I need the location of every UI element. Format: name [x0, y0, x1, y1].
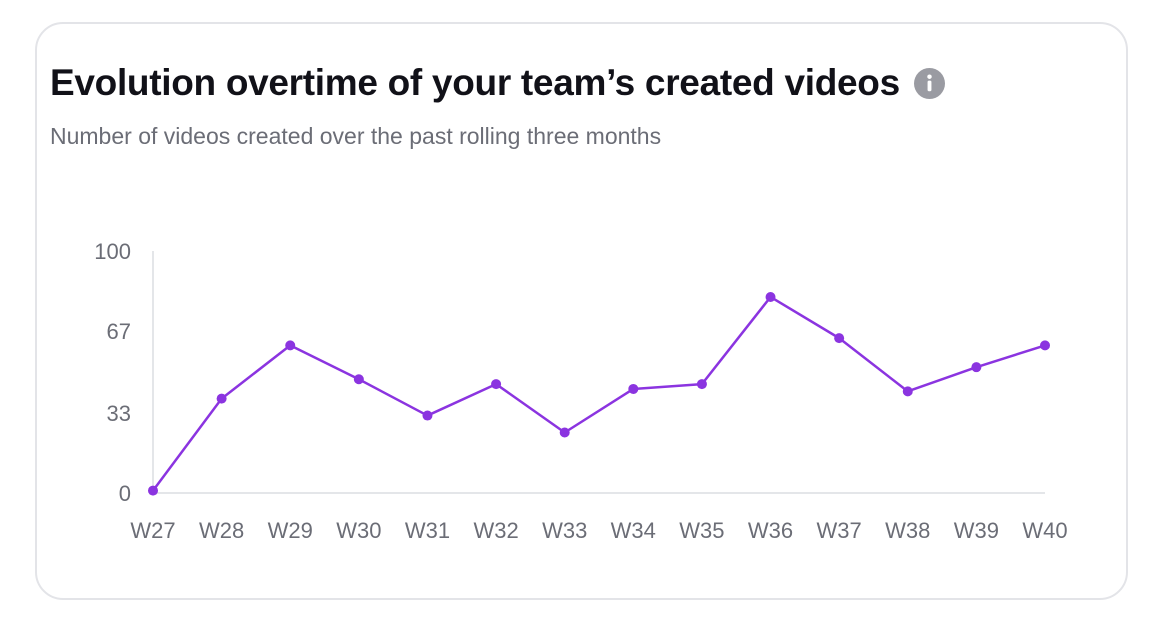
data-point	[902, 386, 913, 397]
data-point	[834, 333, 845, 344]
x-tick-label: W39	[954, 518, 999, 543]
info-icon[interactable]	[913, 67, 945, 99]
y-tick-label: 33	[107, 401, 131, 426]
y-tick-label: 0	[119, 481, 131, 506]
x-tick-label: W38	[885, 518, 930, 543]
chart-subtitle: Number of videos created over the past r…	[50, 123, 662, 149]
x-tick-label: W28	[199, 518, 244, 543]
y-axis: 0 33 67 100	[94, 239, 154, 506]
data-point	[285, 340, 296, 351]
x-tick-label: W31	[405, 518, 450, 543]
data-point	[971, 362, 982, 373]
x-tick-label: W32	[473, 518, 518, 543]
series-line	[151, 295, 1047, 492]
series-group	[148, 291, 1050, 496]
x-tick-label: W33	[542, 518, 587, 543]
y-tick-label: 67	[107, 319, 131, 344]
data-point	[422, 410, 433, 421]
data-point	[765, 291, 776, 302]
x-tick-label: W34	[611, 518, 656, 543]
x-tick-label: W29	[268, 518, 313, 543]
data-point	[1040, 340, 1050, 351]
chart-card	[35, 22, 1128, 600]
data-point	[353, 374, 364, 385]
data-point	[628, 383, 639, 394]
x-tick-label: W36	[748, 518, 793, 543]
chart-title: Evolution overtime of your team’s create…	[50, 62, 900, 103]
x-tick-label: W30	[336, 518, 381, 543]
x-axis: W27 W28 W29 W30 W31 W32 W33 W34 W35 W36 W37 W38 W39 W…	[130, 492, 1068, 543]
data-point	[148, 485, 158, 496]
data-point	[696, 379, 707, 390]
data-point	[216, 393, 227, 404]
x-tick-label: W37	[817, 518, 862, 543]
y-tick-label: 100	[94, 239, 131, 264]
data-point	[559, 427, 570, 438]
x-tick-label: W40	[1022, 518, 1067, 543]
card-header: Evolution overtime of your team’s create…	[50, 62, 945, 104]
x-tick-label: W27	[130, 518, 175, 543]
x-tick-label: W35	[679, 518, 724, 543]
data-point	[491, 379, 502, 390]
